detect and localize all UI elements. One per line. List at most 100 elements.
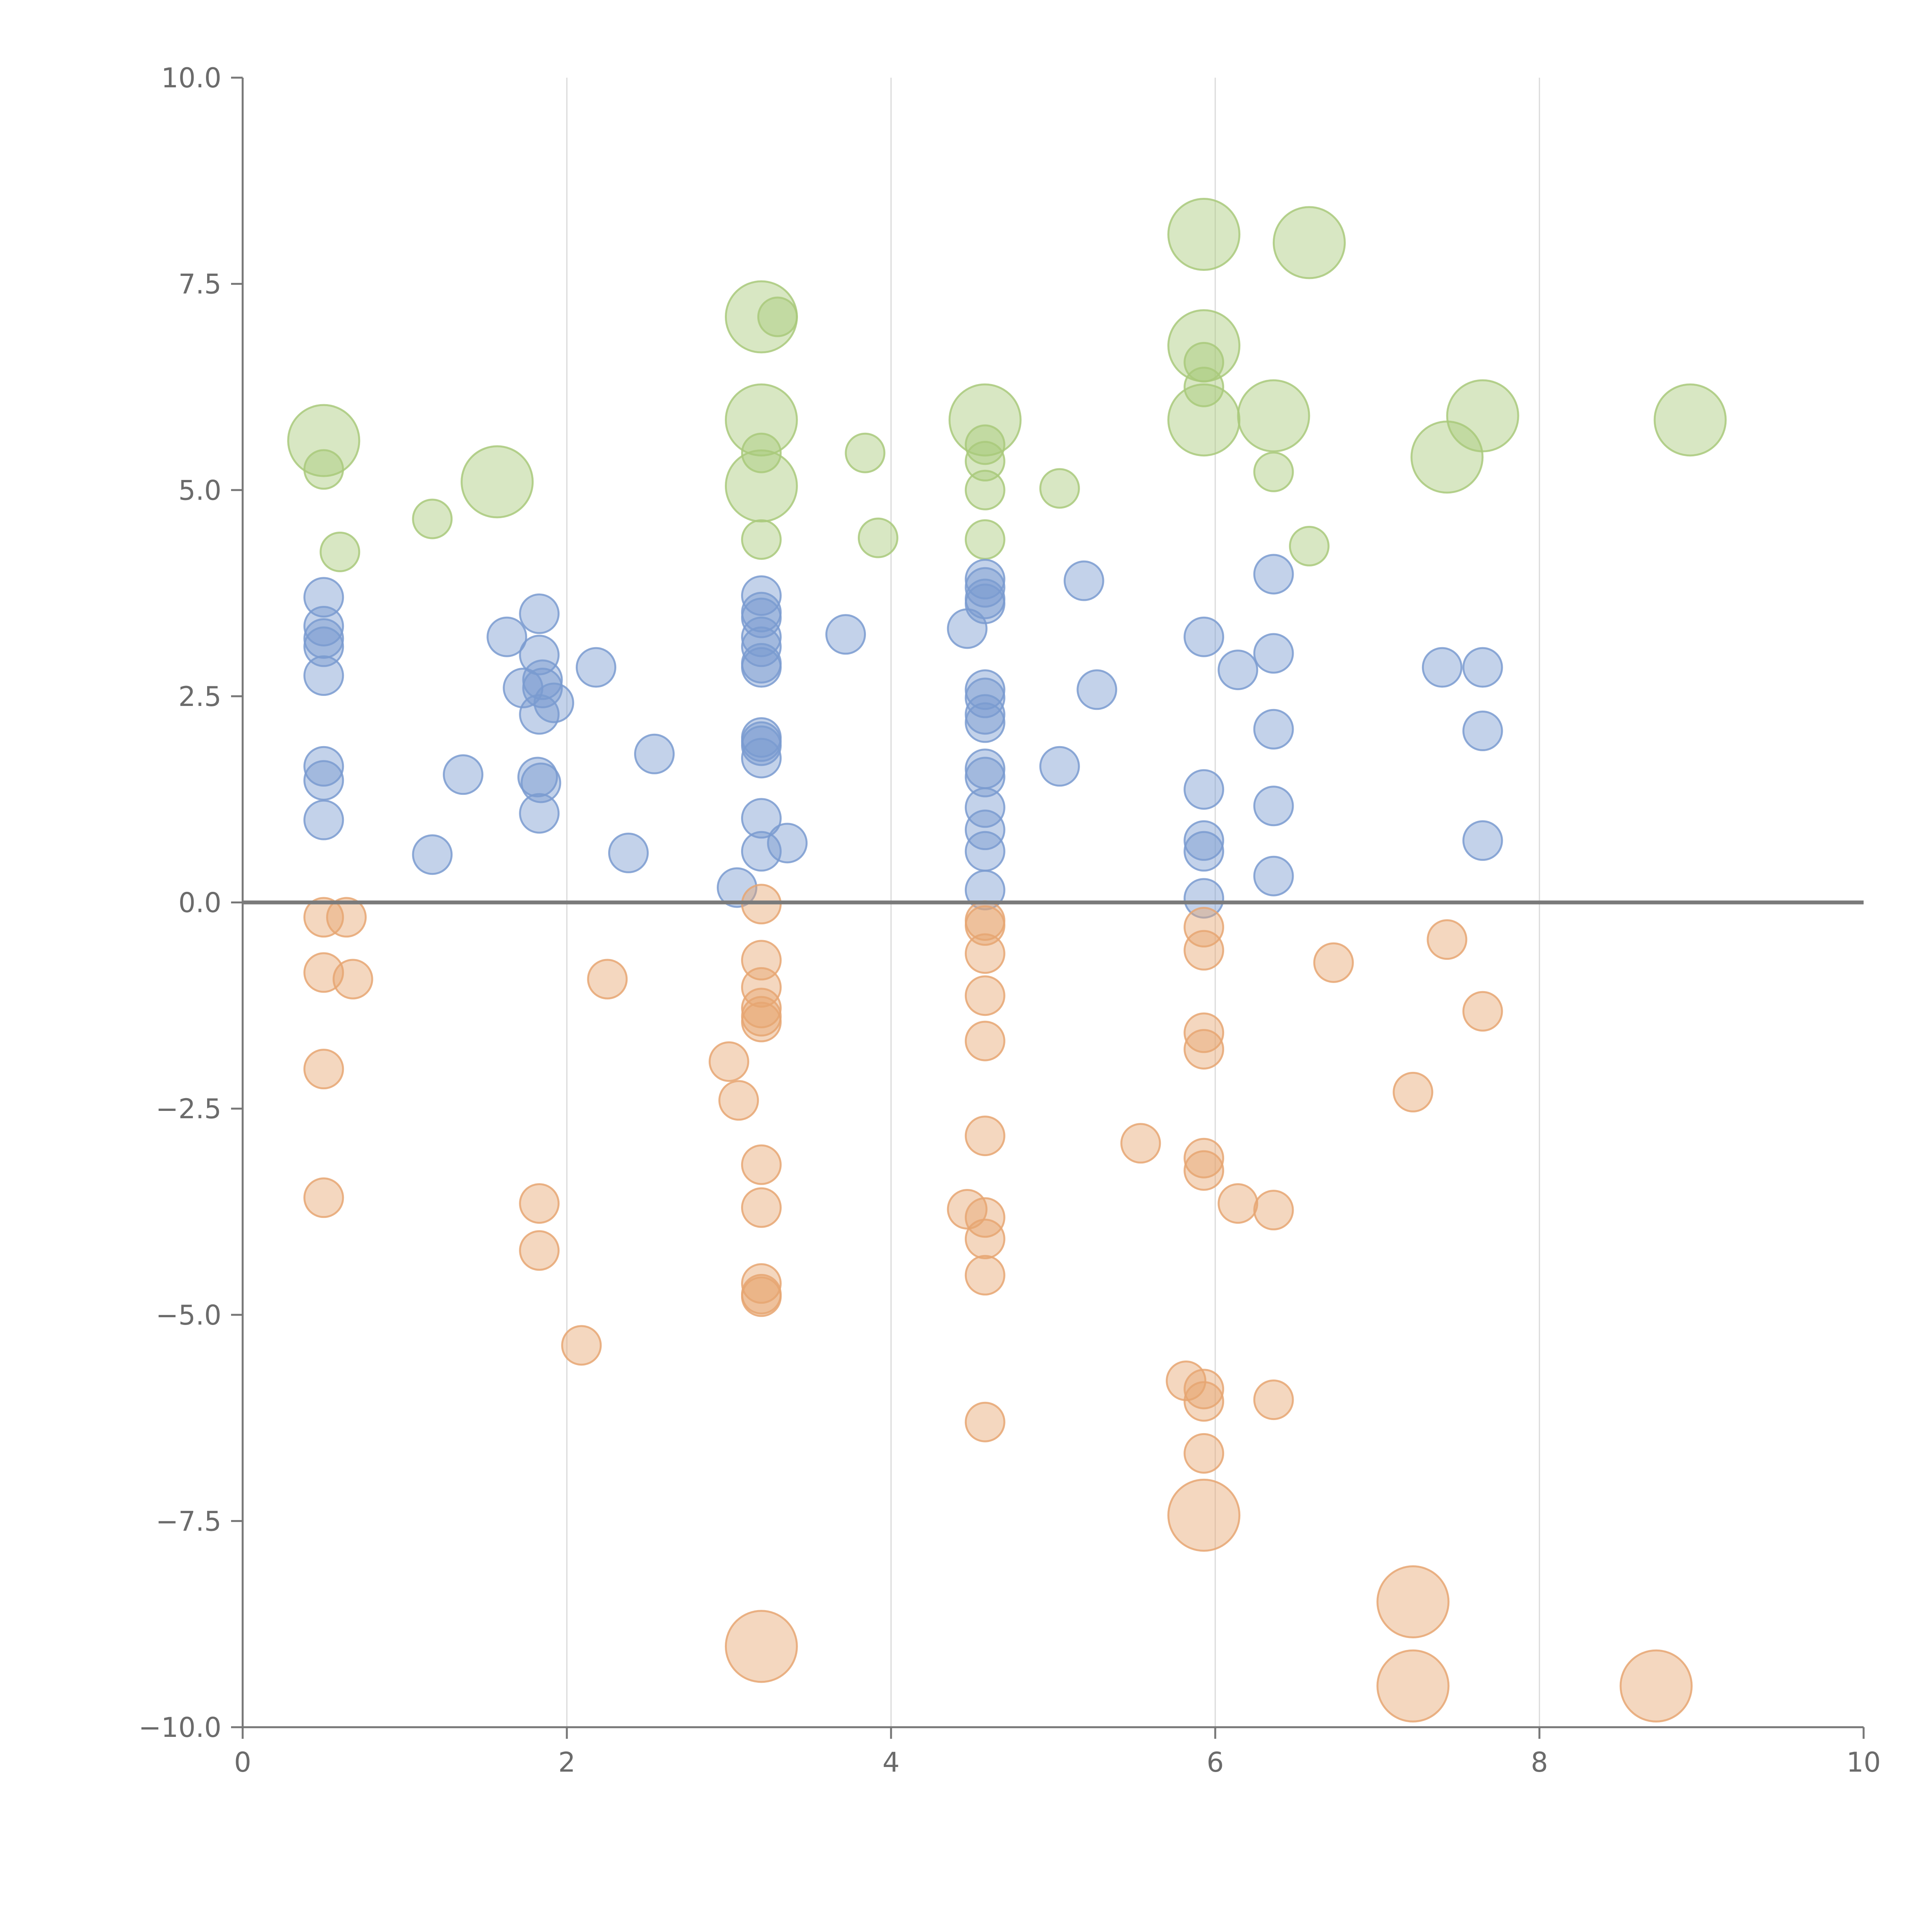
- blue-point: [1184, 831, 1225, 872]
- orange-point: [561, 1325, 602, 1366]
- green-point: [1237, 379, 1310, 452]
- blue-point: [303, 746, 344, 787]
- data-points: [287, 198, 1727, 1723]
- orange-point: [1184, 1150, 1225, 1191]
- green-point: [964, 424, 1005, 465]
- blue-point: [1077, 669, 1117, 710]
- x-tick-label: 8: [1531, 1747, 1548, 1778]
- blue-point: [964, 677, 1005, 718]
- blue-point: [303, 577, 344, 618]
- orange-point: [1427, 919, 1468, 960]
- y-tick-label: −7.5: [156, 1505, 221, 1537]
- blue-point: [1422, 647, 1463, 688]
- green-point: [845, 432, 886, 473]
- orange-point: [303, 897, 344, 938]
- orange-point: [741, 1187, 782, 1228]
- green-point: [757, 296, 798, 337]
- green-point: [724, 383, 798, 457]
- green-point: [724, 449, 798, 523]
- blue-point: [533, 682, 574, 723]
- orange-point: [1376, 1649, 1450, 1723]
- green-point: [1253, 451, 1294, 492]
- orange-point: [1184, 1369, 1225, 1410]
- blue-point: [964, 702, 1005, 743]
- y-tick-label: 10.0: [161, 62, 221, 94]
- orange-point: [1184, 930, 1225, 971]
- blue-point: [964, 694, 1005, 735]
- blue-point: [1184, 878, 1225, 919]
- blue-point: [1184, 820, 1225, 861]
- green-point: [1167, 198, 1241, 271]
- blue-point: [412, 834, 453, 875]
- blue-point: [576, 647, 617, 688]
- orange-point: [964, 933, 1005, 974]
- x-tick-label: 2: [558, 1747, 576, 1778]
- orange-point: [1184, 1433, 1225, 1474]
- orange-point: [1184, 1138, 1225, 1179]
- x-tick-label: 10: [1846, 1747, 1881, 1778]
- y-tick-label: −10.0: [138, 1712, 221, 1743]
- orange-point: [964, 1218, 1005, 1259]
- orange-point: [741, 1263, 782, 1304]
- orange-point: [1462, 991, 1503, 1032]
- y-tick-label: −5.0: [156, 1299, 221, 1331]
- green-point: [741, 519, 782, 560]
- blue-point: [964, 567, 1005, 608]
- orange-point: [1313, 942, 1354, 983]
- blue-point: [964, 787, 1005, 828]
- orange-point: [964, 1255, 1005, 1296]
- blue-point: [1462, 711, 1503, 752]
- blue-point: [303, 605, 344, 646]
- blue-point: [825, 614, 866, 655]
- x-tick-label: 0: [234, 1747, 252, 1778]
- orange-point: [964, 1197, 1005, 1238]
- blue-point: [1184, 769, 1225, 810]
- orange-point: [1218, 1183, 1259, 1224]
- blue-point: [519, 793, 560, 834]
- orange-point: [326, 897, 367, 938]
- orange-point: [1253, 1190, 1294, 1231]
- orange-point: [964, 1020, 1005, 1061]
- orange-point: [724, 1610, 798, 1683]
- orange-point: [964, 1116, 1005, 1156]
- blue-point: [741, 647, 782, 688]
- orange-point: [1184, 907, 1225, 948]
- green-point: [964, 519, 1005, 560]
- blue-point: [1253, 709, 1294, 750]
- blue-point: [303, 799, 344, 840]
- green-point: [1653, 383, 1727, 457]
- blue-point: [303, 655, 344, 696]
- y-tick-label: 2.5: [179, 681, 221, 713]
- orange-point: [1120, 1123, 1161, 1164]
- orange-point: [1393, 1071, 1434, 1112]
- orange-point: [1184, 1029, 1225, 1070]
- blue-point: [1253, 633, 1294, 674]
- blue-point: [741, 725, 782, 766]
- y-tick-label: 7.5: [179, 269, 221, 300]
- blue-point: [303, 618, 344, 659]
- green-point: [287, 404, 361, 477]
- blue-point: [741, 626, 782, 667]
- green-point: [320, 531, 361, 572]
- green-point: [1184, 366, 1225, 407]
- orange-point: [964, 905, 1005, 946]
- blue-point: [443, 754, 484, 795]
- blue-point: [741, 831, 782, 872]
- tick-labels: 0 2 4 6 8 10 −10.0 −7.5 −5.0 −2.5 0.0 2.5 5.0 7.5 10.0: [138, 62, 1881, 1778]
- orange-point: [303, 1049, 344, 1090]
- blue-point: [1184, 616, 1225, 657]
- y-tick-label: 5.0: [179, 474, 221, 506]
- x-tick-label: 6: [1207, 1747, 1224, 1778]
- orange-point: [332, 959, 373, 1000]
- blue-point: [964, 757, 1005, 798]
- orange-point: [709, 1041, 749, 1082]
- blue-point: [303, 760, 344, 801]
- blue-point: [303, 626, 344, 667]
- blue-point: [716, 867, 757, 908]
- blue-point: [1462, 647, 1503, 688]
- orange-point: [741, 967, 782, 1008]
- blue-point: [520, 762, 561, 803]
- green-point: [857, 517, 898, 558]
- green-point: [412, 498, 453, 539]
